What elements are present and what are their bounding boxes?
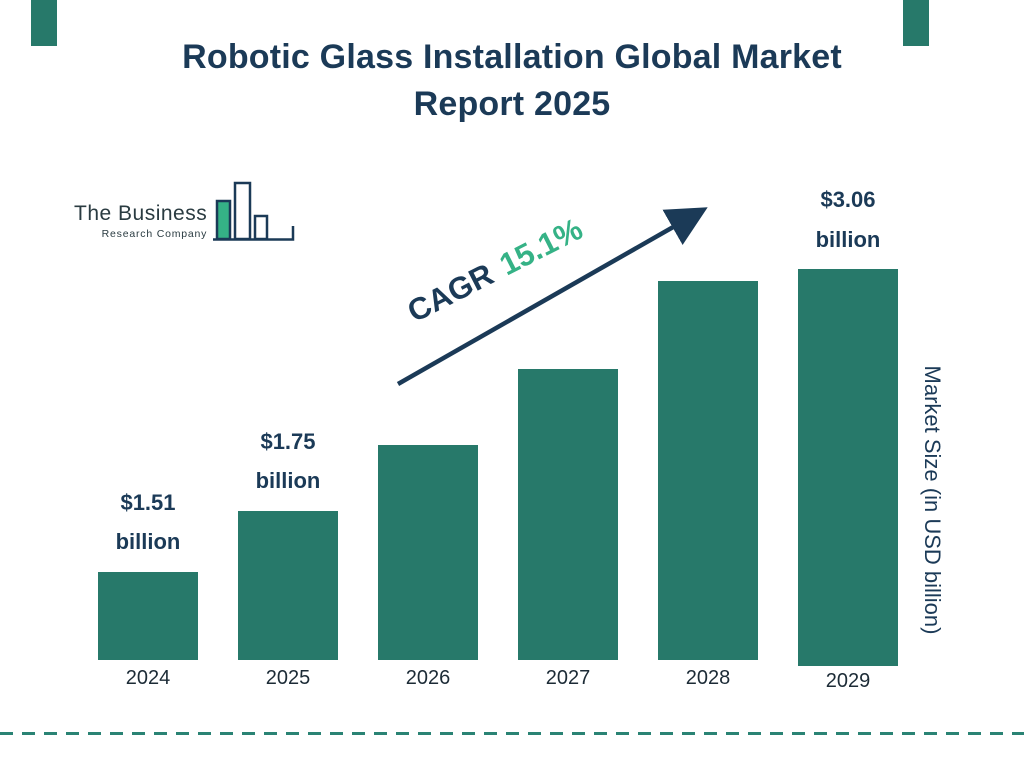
bar-value-amount: $3.06 <box>820 187 876 212</box>
x-axis-label-2029: 2029 <box>825 669 871 692</box>
chart-title-line-2: Report 2025 <box>413 84 611 123</box>
bar-2026 <box>378 445 478 660</box>
bar-chart: $1.51 billion 2024 $1.75 billion 2025 2026 2027… <box>78 180 918 696</box>
bar-value-label-2025: $1.75 billion <box>256 422 321 501</box>
bar-column-2024: $1.51 billion 2024 <box>78 180 218 696</box>
bar-value-label-2029: $3.06 billion <box>816 180 881 259</box>
x-axis-label-2025: 2025 <box>265 666 311 689</box>
bar-value-unit: billion <box>255 468 321 494</box>
chart-title: Robotic Glass Installation Global Market… <box>0 34 1024 128</box>
bar-value-amount: $1.75 <box>260 428 316 454</box>
bottom-dashed-divider <box>0 732 1024 735</box>
logo-bar-chart-icon <box>213 181 295 241</box>
x-axis-label-2027: 2027 <box>545 666 591 689</box>
bar-2028 <box>658 281 758 660</box>
bar-value-amount: $1.51 <box>120 489 176 515</box>
x-axis-label-2028: 2028 <box>685 666 731 689</box>
logo-company-name: The Business <box>74 202 208 225</box>
bar-value-label-2024: $1.51 billion <box>116 483 181 562</box>
logo-company-subname: Research Company <box>101 228 208 240</box>
bar-2027 <box>518 369 618 660</box>
chart-title-line-1: Robotic Glass Installation Global Market <box>182 38 842 76</box>
bar-column-2028: 2028 <box>638 180 778 696</box>
bar-2025 <box>238 511 338 660</box>
bar-value-unit: billion <box>115 529 181 555</box>
bar-column-2026: 2026 <box>358 180 498 696</box>
corner-accent-left <box>31 0 57 46</box>
y-axis-title: Market Size (in USD billion) <box>920 365 945 635</box>
corner-accent-right <box>903 0 929 46</box>
logo-text: The Business Research Company <box>74 202 207 246</box>
x-axis-label-2026: 2026 <box>405 666 451 689</box>
bar-2029 <box>798 269 898 667</box>
company-logo: The Business Research Company <box>74 180 299 246</box>
x-axis-label-2024: 2024 <box>125 666 171 689</box>
bar-value-unit: billion <box>815 226 881 252</box>
bar-column-2029: $3.06 billion 2029 <box>778 180 918 696</box>
bar-column-2025: $1.75 billion 2025 <box>218 180 358 696</box>
bar-2024 <box>98 572 198 660</box>
trend-arrow <box>396 207 708 386</box>
bar-column-2027: 2027 <box>498 180 638 696</box>
